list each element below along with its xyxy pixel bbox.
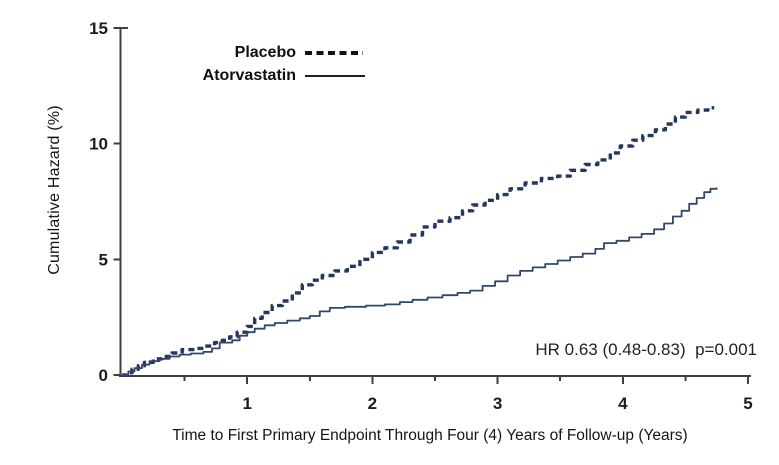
axes xyxy=(113,27,751,384)
legend: Placebo Atorvastatin xyxy=(140,41,365,87)
x-tick-label: 1 xyxy=(242,394,251,413)
tick-labels: 0 5 10 15 1 2 3 4 5 xyxy=(89,19,753,413)
placebo-curve xyxy=(122,106,715,377)
x-axis-title: Time to First Primary Endpoint Through F… xyxy=(172,427,688,444)
legend-item-atorvastatin: Atorvastatin xyxy=(140,64,365,87)
atorvastatin-curve xyxy=(122,187,718,376)
y-tick-label: 0 xyxy=(99,366,108,385)
y-axis-title: Cumulative Hazard (%) xyxy=(46,105,63,275)
legend-label-atorvastatin: Atorvastatin xyxy=(202,66,296,84)
legend-swatch-dashed-line xyxy=(305,50,363,55)
hazard-ratio-annotation: HR 0.63 (0.48-0.83) p=0.001 xyxy=(535,340,757,359)
x-tick-label: 4 xyxy=(618,394,628,413)
y-tick-label: 5 xyxy=(99,250,108,269)
x-tick-label: 2 xyxy=(368,394,377,413)
y-axis-line xyxy=(119,27,128,376)
legend-item-placebo: Placebo xyxy=(140,41,365,64)
x-tick-label: 3 xyxy=(493,394,502,413)
y-tick-label: 10 xyxy=(89,135,108,154)
y-tick-label: 15 xyxy=(89,19,108,38)
x-tick-label: 5 xyxy=(743,394,752,413)
legend-label-placebo: Placebo xyxy=(234,43,296,61)
legend-swatch-solid-line xyxy=(305,74,365,77)
